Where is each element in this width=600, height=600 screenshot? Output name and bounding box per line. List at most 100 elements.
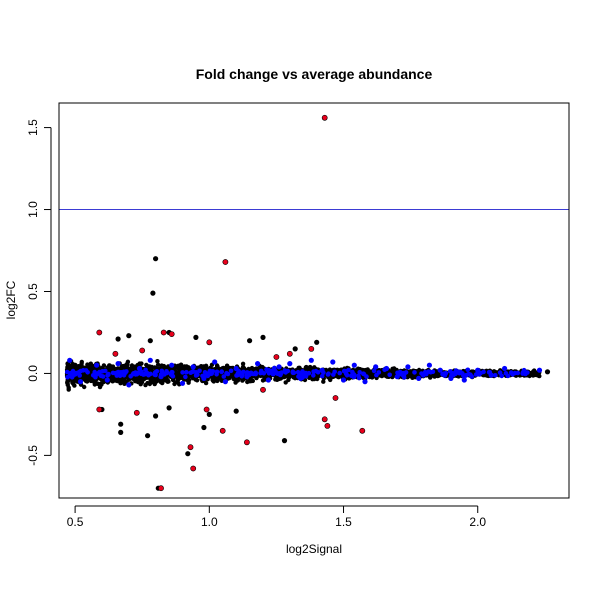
data-point-blue <box>473 372 479 377</box>
data-point-blue <box>298 375 304 381</box>
data-point <box>147 381 152 387</box>
data-point-black <box>145 433 151 439</box>
data-point-blue <box>287 361 293 367</box>
data-point-blue <box>374 372 379 378</box>
data-point <box>144 362 149 368</box>
data-point-blue <box>184 369 189 375</box>
data-point-blue <box>183 374 188 380</box>
x-tick-label: 0.5 <box>67 515 84 529</box>
x-tick-label: 2.0 <box>469 515 486 529</box>
data-point <box>186 365 191 370</box>
data-point-blue <box>311 373 316 378</box>
data-point-blue <box>437 367 443 373</box>
data-point <box>121 365 127 371</box>
data-point <box>230 372 236 377</box>
data-point-blue <box>430 369 436 375</box>
data-point <box>240 361 246 366</box>
data-point-blue <box>197 368 202 374</box>
data-point <box>392 366 397 371</box>
data-point-blue <box>412 370 417 375</box>
data-point-blue <box>239 370 244 376</box>
data-point-blue <box>77 373 82 378</box>
data-point <box>79 359 85 365</box>
data-point-blue <box>222 379 228 385</box>
y-tick-label: 0.0 <box>26 365 40 382</box>
data-point <box>260 364 265 370</box>
data-point-black <box>544 369 551 375</box>
data-point-red <box>190 465 197 472</box>
data-point-blue <box>308 357 314 363</box>
data-point <box>92 380 97 385</box>
data-point-blue <box>447 369 453 374</box>
data-point-blue <box>373 364 379 370</box>
data-point-blue <box>270 371 276 377</box>
data-point-blue <box>337 370 343 376</box>
data-point-blue <box>106 372 111 377</box>
data-point <box>165 379 170 384</box>
data-point-blue <box>319 367 325 373</box>
data-point <box>71 381 76 386</box>
data-point-blue <box>319 373 325 379</box>
data-point-blue <box>364 374 369 379</box>
data-point <box>117 377 122 383</box>
data-point-red <box>260 386 266 393</box>
data-point-blue <box>387 372 393 378</box>
data-point-red <box>112 350 119 357</box>
data-point <box>336 375 341 380</box>
data-point-blue <box>214 369 220 375</box>
y-axis-label: log2FC <box>4 280 18 319</box>
x-tick-label: 1.5 <box>335 515 352 529</box>
data-point-blue <box>426 362 432 368</box>
data-point-black <box>247 338 253 344</box>
data-point-blue <box>221 374 227 379</box>
data-point-blue <box>502 365 508 372</box>
data-point-blue <box>499 373 505 379</box>
data-point <box>82 384 87 390</box>
data-point-blue <box>351 374 357 380</box>
data-point-blue <box>458 369 464 375</box>
data-point-blue <box>419 371 424 376</box>
data-point-red <box>219 427 226 434</box>
data-point-blue <box>261 371 267 376</box>
data-point-blue <box>416 375 422 381</box>
data-point-blue <box>93 374 98 380</box>
data-point-blue <box>133 370 138 375</box>
data-point-blue <box>103 368 108 374</box>
data-point-blue <box>100 374 106 379</box>
data-point-blue <box>503 371 509 376</box>
data-point <box>380 371 385 376</box>
data-point <box>223 366 228 371</box>
data-point-black <box>126 333 132 339</box>
data-point-blue <box>225 371 231 377</box>
data-point <box>174 365 179 370</box>
data-point-blue <box>276 364 282 370</box>
data-point-blue <box>371 368 377 374</box>
data-point-blue <box>266 371 272 376</box>
data-point-red <box>243 439 250 446</box>
data-point-black <box>115 336 121 342</box>
series-red <box>96 114 366 492</box>
data-point <box>99 382 104 387</box>
data-point <box>194 378 200 383</box>
data-point-blue <box>219 369 224 375</box>
data-point-red <box>308 345 315 352</box>
data-point-black <box>314 339 320 345</box>
data-point-blue <box>114 370 120 376</box>
data-point-blue <box>235 372 241 378</box>
data-point <box>155 362 161 367</box>
data-point-blue <box>190 364 196 370</box>
data-point <box>233 380 238 385</box>
data-point-blue <box>258 370 263 376</box>
x-axis: 0.5 1.0 1.5 2.0 <box>67 505 486 529</box>
data-point-blue <box>395 370 400 376</box>
data-point-blue <box>465 367 471 373</box>
data-point-blue <box>383 365 390 372</box>
data-point <box>79 364 85 370</box>
data-point-blue <box>164 369 169 374</box>
data-point-blue <box>77 379 84 385</box>
data-point <box>405 375 410 380</box>
data-point-blue <box>477 372 482 377</box>
data-point-blue <box>244 374 250 380</box>
